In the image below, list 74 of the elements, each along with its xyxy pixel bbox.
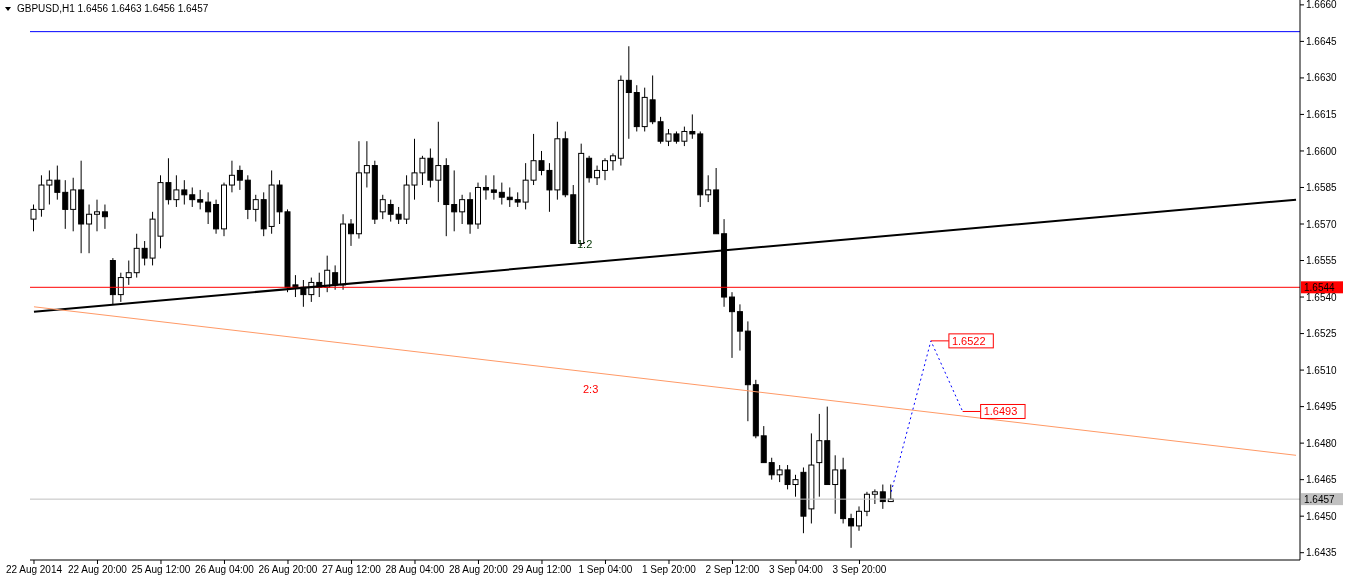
y-tick-label: 1.6615 [1306,108,1338,120]
ref-line-label: 1.6457 [1304,494,1336,506]
candlestick [602,157,608,181]
candlestick [94,199,100,232]
ref-line-label: 1.6544 [1304,282,1336,294]
candlestick [70,177,77,232]
y-tick-label: 1.6555 [1306,255,1338,267]
candlestick [332,264,339,291]
data-label: 1.6493 [983,405,1018,418]
y-tick-label: 1.6525 [1306,328,1338,340]
x-tick-label: 26 Aug 04:00 [194,564,255,576]
x-tick-label: 27 Aug 12:00 [321,564,382,576]
candlestick [506,186,513,208]
candlestick [252,194,259,223]
candlestick [228,160,235,193]
x-tick-label: 28 Aug 04:00 [385,564,445,576]
candlestick [482,174,489,201]
candlestick [586,155,593,184]
x-tick-label: 28 Aug 20:00 [448,564,509,576]
y-tick-label: 1.6435 [1306,547,1338,559]
candlestick [86,204,93,254]
y-tick-label: 1.6480 [1306,437,1338,449]
candlestick [62,179,69,230]
candlestick [871,488,878,505]
candlestick [625,45,632,140]
y-tick-label: 1.6570 [1306,218,1338,230]
candlestick [856,505,862,532]
y-tick-label: 1.6510 [1306,364,1338,376]
x-tick-label: 1 Sep 04:00 [578,564,633,576]
y-tick-label: 1.6600 [1306,145,1338,157]
candlestick [451,169,458,232]
candlestick [832,454,839,515]
candlestick [205,191,212,225]
annotation: 1:2 [577,238,593,250]
candlestick [609,152,616,171]
candlestick [348,218,354,247]
y-tick-label: 1.6660 [1306,0,1338,11]
y-tick-label: 1.6645 [1306,35,1338,47]
candlestick [816,413,823,498]
x-tick-label: 3 Sep 20:00 [832,564,887,576]
y-tick-label: 1.6450 [1306,510,1338,522]
candlestick [379,194,386,220]
candlestick [197,189,204,210]
x-tick-label: 26 Aug 20:00 [258,564,318,576]
candlestick [729,291,735,359]
candlestick [498,182,505,206]
y-tick-label: 1.6540 [1306,291,1338,303]
candlestick [363,140,370,188]
data-label: 1.6522 [951,334,986,347]
x-tick-label: 1 Sep 20:00 [642,564,697,576]
x-tick-label: 22 Aug 2014 [5,564,63,576]
x-tick-label: 2 Sep 12:00 [705,564,760,576]
x-tick-label: 25 Aug 12:00 [131,564,191,576]
x-tick-label: 22 Aug 20:00 [67,564,128,576]
candlestick [848,513,855,549]
candlestick [101,204,108,230]
annotation: 2:3 [583,383,599,395]
candlestick [705,174,712,203]
y-tick-label: 1.6630 [1306,72,1338,84]
candlestick [189,186,196,208]
chart-title: GBPUSD,H1 1.6456 1.6463 1.6456 1.6457 [17,3,209,14]
candlestick [236,165,243,191]
x-tick-label: 29 Aug 12:00 [512,564,572,576]
y-tick-label: 1.6465 [1306,474,1338,486]
candlestick [117,272,124,303]
y-tick-label: 1.6495 [1306,401,1338,413]
candlestick [863,491,870,517]
candlestick [736,303,743,352]
candlestick [459,194,466,225]
candlestick [490,174,497,201]
candlestick [125,260,132,286]
x-tick-label: 3 Sep 04:00 [769,564,824,576]
candlestick [594,165,601,186]
y-tick-label: 1.6585 [1306,182,1338,194]
